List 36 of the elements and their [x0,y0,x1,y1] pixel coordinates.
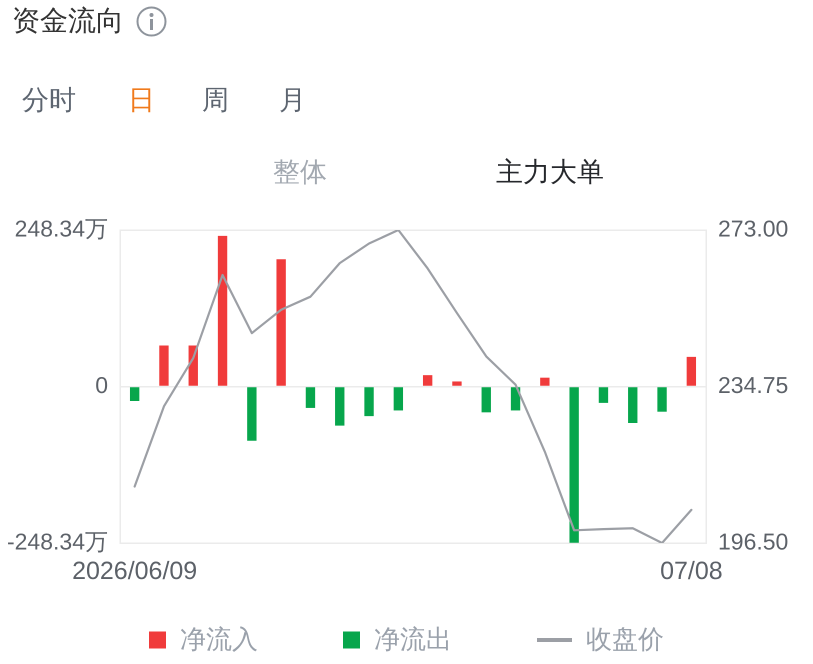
bar [686,356,696,386]
y-tick-label: 0 [95,372,108,398]
bar [569,387,579,543]
bar [364,387,374,416]
bar [306,387,316,408]
chart-title: 资金流向 [12,3,124,39]
legend-label: 收盘价 [586,624,664,654]
text: 分时 [22,84,76,118]
text: 主力大单 [496,156,604,190]
bar [130,387,140,401]
y2-tick-label: 273.00 [718,215,788,242]
text: 月 [279,84,306,118]
legend-label: 净流入 [180,624,258,654]
y2-tick-label: 196.50 [718,528,788,554]
bar [657,387,667,412]
x-tick-label: 2026/06/09 [72,556,198,585]
bar [598,387,608,403]
bar [482,387,491,412]
text: 整体 [273,156,327,190]
bar [422,375,432,386]
legend-label: 净流出 [374,624,452,654]
bar [276,259,286,386]
y-tick-label: -248.34万 [6,528,108,554]
y-tick-label: 248.34万 [14,215,108,242]
bar [394,387,404,410]
bar [540,378,550,386]
bar [335,387,344,426]
bar [159,346,169,386]
x-tick-label: 07/08 [660,556,723,585]
bar [452,381,462,386]
bar [218,236,228,386]
bar [628,387,638,424]
y2-tick-label: 234.75 [718,372,788,398]
bar [247,387,257,441]
text: 日 [128,84,155,118]
text: 周 [202,84,229,118]
